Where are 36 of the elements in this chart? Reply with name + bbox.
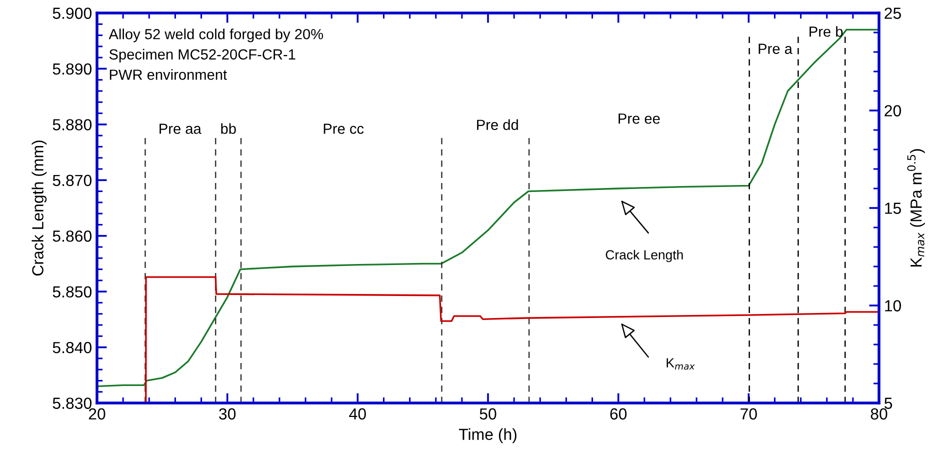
y-tick-label: 5.880 bbox=[52, 119, 92, 130]
x-tick-label: 20 bbox=[88, 408, 106, 420]
annotation: Crack Length bbox=[606, 250, 683, 262]
y2-tick-label: 5 bbox=[884, 398, 892, 409]
y-tick-label: 5.840 bbox=[52, 342, 92, 354]
x-tick-label: 80 bbox=[870, 408, 888, 420]
y-tick-label: 5.870 bbox=[52, 174, 92, 186]
annotation: Pre ee bbox=[618, 114, 660, 124]
y2-tick-label: 25 bbox=[884, 8, 901, 19]
annotation: Pre b bbox=[810, 26, 843, 37]
annotation: Specimen MC52-20CF-CR-1 bbox=[109, 48, 296, 62]
y2-tick-label: 10 bbox=[885, 300, 901, 312]
x-tick-label: 70 bbox=[740, 408, 757, 420]
annotation: PWR environment bbox=[110, 69, 227, 80]
y-tick-label: 5.890 bbox=[52, 63, 92, 75]
y2-tick-label: 20 bbox=[884, 105, 901, 116]
annotation: K$_{max}$ bbox=[666, 358, 695, 370]
x-tick-label: 30 bbox=[219, 408, 236, 420]
x-tick-label: 60 bbox=[610, 408, 627, 420]
annotation: Pre dd bbox=[477, 119, 518, 130]
annotation: Pre cc bbox=[324, 124, 364, 134]
annotation: bb bbox=[221, 123, 236, 134]
annotation: Alloy 52 weld cold forged by 20% bbox=[108, 28, 324, 42]
y-tick-label: 5.830 bbox=[52, 398, 92, 409]
annotation: Pre aa bbox=[160, 124, 202, 134]
x-axis-title: Time (h) bbox=[458, 428, 516, 444]
y-tick-label: 5.860 bbox=[52, 230, 92, 242]
y-tick-label: 5.850 bbox=[52, 286, 92, 298]
x-tick-label: 50 bbox=[480, 408, 496, 420]
y-tick-label: 5.900 bbox=[52, 8, 92, 19]
y2-tick-label: 15 bbox=[885, 202, 901, 214]
x-tick-label: 40 bbox=[349, 408, 366, 420]
y2-axis-title: K$_{max}$ (MPa m$^{0.5}$) bbox=[907, 149, 925, 267]
y-axis-title: Crack Length (mm) bbox=[32, 140, 47, 276]
line-series bbox=[145, 276, 879, 403]
annotation: Pre a bbox=[758, 44, 792, 54]
